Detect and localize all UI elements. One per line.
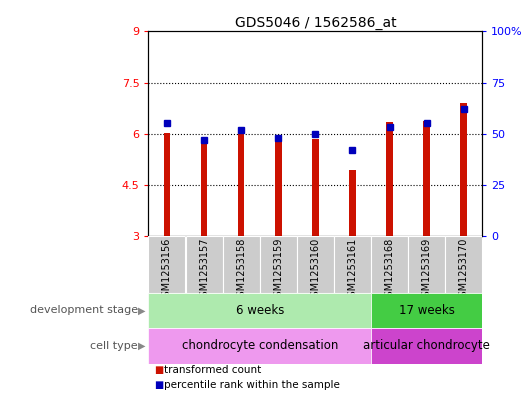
Text: ▶: ▶ (138, 305, 146, 316)
Bar (445, 236, 482, 293)
Text: GSM1253159: GSM1253159 (273, 237, 283, 303)
Bar (461, 103, 467, 236)
Bar (238, 134, 244, 236)
Bar (148, 328, 371, 364)
Text: GSM1253168: GSM1253168 (385, 237, 394, 303)
Text: 17 weeks: 17 weeks (399, 304, 455, 317)
Text: ■: ■ (154, 380, 163, 390)
Bar (312, 139, 319, 236)
Text: GSM1253170: GSM1253170 (459, 237, 469, 303)
Bar (334, 236, 371, 293)
Bar (371, 236, 408, 293)
Text: development stage: development stage (30, 305, 138, 316)
Bar (386, 122, 393, 236)
Text: GSM1253157: GSM1253157 (199, 237, 209, 303)
Text: GSM1253158: GSM1253158 (236, 237, 246, 303)
Bar (164, 133, 170, 236)
Text: transformed count: transformed count (164, 365, 261, 375)
Bar (223, 236, 260, 293)
Text: ■: ■ (154, 365, 163, 375)
Bar (297, 236, 334, 293)
Bar (408, 236, 445, 293)
Bar (148, 293, 371, 328)
Text: 6 weeks: 6 weeks (235, 304, 284, 317)
Bar (349, 171, 356, 236)
Bar (371, 328, 482, 364)
Bar (148, 236, 185, 293)
Text: chondrocyte condensation: chondrocyte condensation (181, 339, 338, 353)
Text: GSM1253161: GSM1253161 (348, 237, 357, 303)
Bar (371, 293, 482, 328)
Bar (201, 140, 207, 236)
Bar (260, 236, 297, 293)
Bar (423, 121, 430, 236)
Text: ▶: ▶ (138, 341, 146, 351)
Bar (186, 236, 223, 293)
Text: GSM1253160: GSM1253160 (311, 237, 320, 303)
Text: cell type: cell type (90, 341, 138, 351)
Text: GSM1253156: GSM1253156 (162, 237, 172, 303)
Title: GDS5046 / 1562586_at: GDS5046 / 1562586_at (235, 17, 396, 30)
Bar (275, 139, 281, 236)
Text: GSM1253169: GSM1253169 (422, 237, 431, 303)
Text: articular chondrocyte: articular chondrocyte (363, 339, 490, 353)
Text: percentile rank within the sample: percentile rank within the sample (164, 380, 340, 390)
